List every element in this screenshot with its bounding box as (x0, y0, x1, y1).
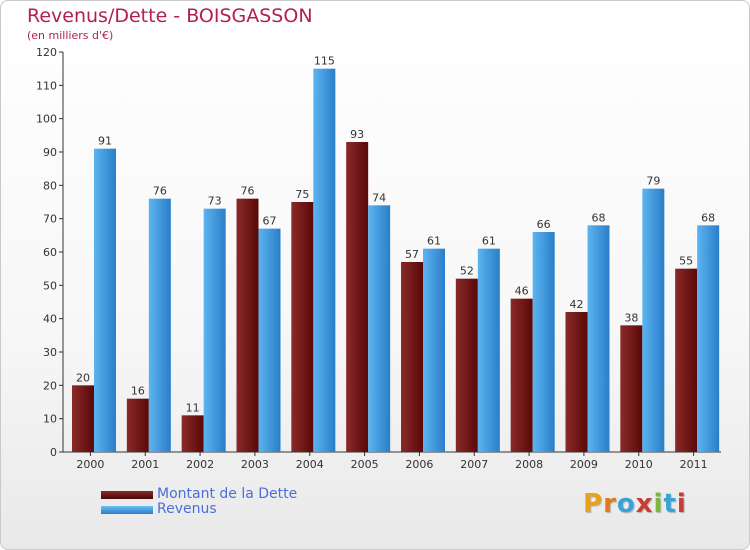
x-tick-label: 2002 (186, 458, 214, 471)
x-tick-label: 2003 (241, 458, 269, 471)
data-label: 115 (314, 55, 335, 68)
data-label: 74 (372, 191, 386, 204)
logo-letter: P (583, 489, 604, 519)
x-tick-label: 2011 (680, 458, 708, 471)
bar-revenus (532, 232, 555, 452)
data-label: 61 (427, 235, 441, 248)
x-tick-label: 2009 (570, 458, 598, 471)
bar-dette (236, 198, 259, 452)
bar-dette (455, 278, 478, 452)
data-label: 55 (679, 255, 693, 268)
bar-dette (675, 268, 698, 452)
bar-dette (72, 385, 94, 452)
y-tick-label: 10 (43, 413, 57, 426)
bar-revenus (587, 225, 610, 452)
data-label: 38 (624, 311, 638, 324)
bar-dette (401, 262, 423, 452)
y-tick-label: 20 (43, 379, 57, 392)
x-tick-label: 2007 (460, 458, 488, 471)
data-label: 79 (646, 175, 660, 188)
y-tick-label: 30 (43, 346, 57, 359)
legend-label-revenus: Revenus (157, 501, 217, 517)
bar-revenus (423, 248, 445, 452)
y-tick-label: 50 (43, 279, 57, 292)
chart-title: Revenus/Dette - BOISGASSON (27, 5, 313, 27)
bar-revenus (477, 248, 500, 452)
logo-letter: r (603, 489, 617, 519)
y-tick-label: 0 (50, 446, 57, 459)
y-tick-label: 100 (36, 113, 57, 126)
bar-dette (291, 202, 314, 452)
y-tick-label: 110 (36, 79, 57, 92)
y-tick-label: 70 (43, 213, 57, 226)
x-tick-label: 2000 (76, 458, 104, 471)
bar-revenus (368, 205, 391, 452)
data-label: 67 (263, 215, 277, 228)
data-label: 42 (570, 298, 584, 311)
bar-revenus (203, 208, 226, 452)
y-tick-label: 90 (43, 146, 57, 159)
bar-dette (510, 298, 533, 452)
data-label: 61 (482, 235, 496, 248)
x-tick-label: 2001 (131, 458, 159, 471)
x-tick-label: 2010 (625, 458, 653, 471)
bar-revenus (697, 225, 720, 452)
bar-dette (620, 325, 643, 452)
x-tick-label: 2005 (351, 458, 379, 471)
y-tick-label: 80 (43, 179, 57, 192)
logo-letter: i (653, 489, 664, 519)
logo-letter: x (635, 489, 654, 519)
bar-dette (346, 142, 369, 452)
x-tick-label: 2008 (515, 458, 543, 471)
data-label: 76 (153, 185, 167, 198)
y-tick-label: 40 (43, 313, 57, 326)
data-label: 68 (701, 211, 715, 224)
data-label: 66 (537, 218, 551, 231)
y-tick-label: 60 (43, 246, 57, 259)
data-label: 20 (76, 371, 90, 384)
x-tick-label: 2004 (296, 458, 324, 471)
logo-letter: i (676, 489, 687, 519)
bar-dette (181, 415, 204, 452)
data-label: 75 (295, 188, 309, 201)
x-tick-label: 2006 (405, 458, 433, 471)
data-label: 91 (98, 135, 112, 148)
data-label: 57 (405, 248, 419, 261)
legend-swatch-revenus (101, 506, 153, 514)
bar-revenus (642, 188, 665, 452)
data-label: 76 (241, 185, 255, 198)
y-tick-label: 120 (36, 46, 57, 59)
data-label: 73 (208, 195, 222, 208)
bar-dette (565, 312, 588, 452)
chart-subtitle: (en milliers d'€) (27, 29, 114, 42)
logo-letter: t (663, 489, 677, 519)
data-label: 68 (592, 211, 606, 224)
logo-letter: o (616, 489, 636, 519)
bar-revenus (94, 148, 116, 452)
proxiti-logo: Proxiti (583, 489, 687, 519)
bar-revenus (313, 68, 336, 453)
data-label: 93 (350, 128, 364, 141)
data-label: 11 (186, 401, 200, 414)
data-label: 16 (131, 385, 145, 398)
bar-dette (126, 398, 149, 452)
bar-revenus (258, 228, 281, 452)
bar-revenus (148, 198, 171, 452)
legend-swatch-dette (101, 491, 153, 499)
data-label: 52 (460, 265, 474, 278)
legend-label-dette: Montant de la Dette (157, 486, 298, 502)
data-label: 46 (515, 285, 529, 298)
